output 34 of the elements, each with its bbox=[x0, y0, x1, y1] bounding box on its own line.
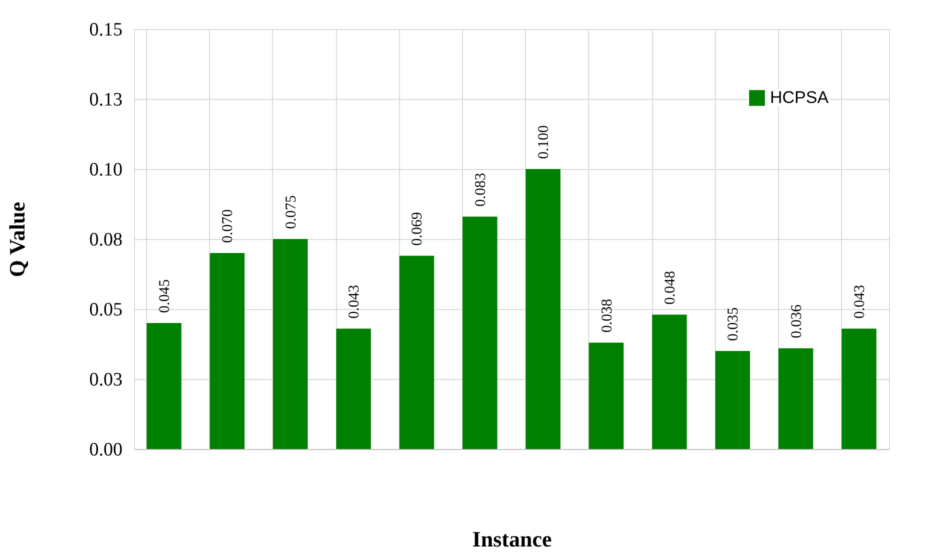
data-label: 0.075 bbox=[283, 195, 300, 229]
bar bbox=[336, 328, 371, 449]
bar bbox=[588, 342, 624, 449]
x-axis-title: Instance bbox=[472, 526, 552, 552]
y-tick-label: 0.15 bbox=[89, 20, 122, 40]
data-label: 0.083 bbox=[472, 172, 489, 207]
y-tick-label: 0.05 bbox=[89, 300, 122, 320]
y-tick-label: 0.10 bbox=[89, 160, 122, 180]
data-label: 0.048 bbox=[662, 270, 678, 305]
data-label: 0.036 bbox=[788, 304, 805, 338]
y-axis-title: Q Value bbox=[4, 202, 30, 278]
data-label: 0.035 bbox=[726, 307, 742, 341]
bar bbox=[272, 239, 308, 449]
bar bbox=[842, 328, 876, 449]
data-label: 0.045 bbox=[157, 279, 174, 313]
data-label: 0.043 bbox=[852, 284, 868, 319]
data-label: 0.070 bbox=[220, 209, 236, 243]
bar bbox=[715, 351, 750, 449]
data-label: 0.043 bbox=[346, 284, 363, 319]
bar bbox=[210, 253, 245, 449]
legend-label: HCPSA bbox=[770, 88, 830, 107]
y-tick-label: 0.13 bbox=[89, 90, 122, 110]
bar bbox=[652, 314, 687, 449]
bar bbox=[146, 323, 182, 449]
bar bbox=[778, 348, 814, 449]
bar bbox=[462, 216, 498, 449]
data-label: 0.100 bbox=[536, 125, 552, 159]
data-label: 0.038 bbox=[599, 298, 616, 333]
bar bbox=[526, 169, 560, 449]
y-tick-label: 0.00 bbox=[89, 440, 122, 460]
y-tick-label: 0.03 bbox=[89, 370, 122, 390]
data-label: 0.069 bbox=[410, 212, 426, 246]
y-tick-label: 0.08 bbox=[89, 230, 122, 250]
bar bbox=[399, 256, 434, 449]
